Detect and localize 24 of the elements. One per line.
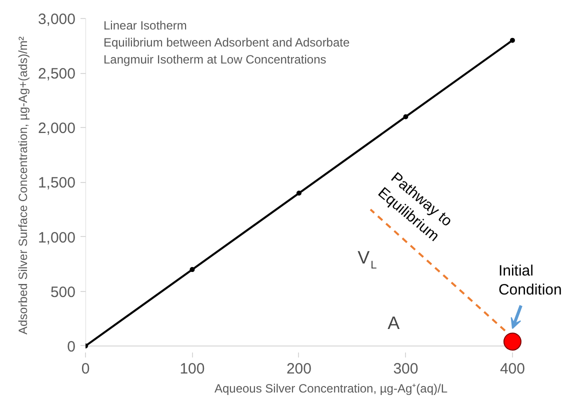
point: [503, 332, 522, 351]
point: [190, 267, 195, 272]
y-tick-label: 0: [67, 338, 76, 356]
annotation: Initial Condition: [498, 262, 562, 299]
annotation: Langmuir Isotherm at Low Concentrations: [104, 52, 326, 66]
x-tick-label: 0: [81, 360, 90, 378]
y-tick-label: 1,000: [38, 229, 76, 246]
y-tick-label: 2,000: [38, 120, 76, 138]
x-tick-label: 100: [180, 360, 205, 378]
x-tick-label: 400: [500, 360, 525, 378]
y-tick-label: 3,000: [38, 11, 76, 28]
annotation: Linear Isotherm: [104, 18, 187, 32]
x-tick-label: 300: [393, 360, 418, 378]
y-tick-label: 500: [50, 284, 76, 301]
point: [510, 38, 515, 43]
annotation: Equilibrium between Adsorbent and Adsorbate: [104, 36, 350, 50]
point: [296, 190, 302, 196]
y-axis-title: Adsorbed Silver Surface Concentration, µg-Ag+(ads)/m²: [16, 36, 30, 335]
y-tick-label: 2,500: [38, 66, 76, 83]
x-tick-label: 200: [286, 360, 312, 378]
annotation: A: [388, 312, 400, 333]
point: [403, 114, 408, 120]
x-axis-title: Aqueous Silver Concentration, µg-Ag⁺(aq)/L: [214, 382, 448, 396]
y-tick-label: 1,500: [38, 174, 76, 192]
